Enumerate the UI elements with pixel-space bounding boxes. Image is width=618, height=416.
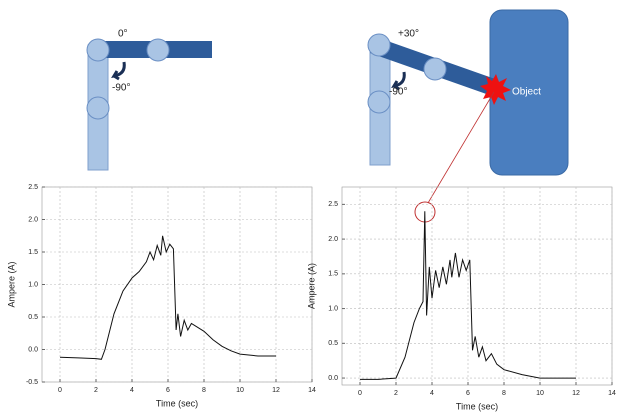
angle-label: +30° bbox=[398, 29, 419, 40]
joint bbox=[87, 39, 109, 61]
angle-label: -90° bbox=[112, 83, 130, 94]
joint bbox=[87, 97, 109, 119]
y-tick-label: 1.0 bbox=[328, 305, 338, 312]
x-tick-label: 4 bbox=[130, 387, 134, 394]
y-tick-label: 2.5 bbox=[328, 201, 338, 208]
y-tick-label: 1.0 bbox=[28, 281, 38, 288]
y-tick-label: 0.0 bbox=[28, 346, 38, 353]
joint bbox=[147, 39, 169, 61]
x-tick-label: 2 bbox=[394, 390, 398, 397]
y-axis-label: Ampere (A) bbox=[6, 261, 16, 307]
y-axis-label: Ampere (A) bbox=[306, 263, 316, 309]
x-axis-label: Time (sec) bbox=[156, 398, 198, 408]
angle-label: -90° bbox=[389, 87, 407, 98]
angle-label: 0° bbox=[118, 29, 128, 40]
x-tick-label: 12 bbox=[272, 387, 280, 394]
x-tick-label: 10 bbox=[236, 387, 244, 394]
joint bbox=[368, 34, 390, 56]
x-tick-label: 14 bbox=[608, 390, 616, 397]
joint bbox=[424, 58, 446, 80]
y-tick-label: 2.0 bbox=[28, 216, 38, 223]
x-tick-label: 8 bbox=[502, 390, 506, 397]
x-tick-label: 12 bbox=[572, 390, 580, 397]
x-tick-label: 8 bbox=[202, 387, 206, 394]
x-tick-label: 2 bbox=[94, 387, 98, 394]
y-tick-label: 0.5 bbox=[28, 314, 38, 321]
x-tick-label: 10 bbox=[536, 390, 544, 397]
x-axis-label: Time (sec) bbox=[456, 401, 498, 411]
x-tick-label: 0 bbox=[58, 387, 62, 394]
right-arm: +30° -90° Object bbox=[368, 10, 568, 222]
rotation-arrow bbox=[114, 62, 124, 79]
y-tick-label: 2.0 bbox=[328, 236, 338, 243]
y-tick-label: 1.5 bbox=[328, 271, 338, 278]
x-tick-label: 6 bbox=[466, 390, 470, 397]
figure: 0° -90° +30° -90° Object -0.5 0.0 0.5 1.0 1.… bbox=[0, 0, 618, 416]
object-label: Object bbox=[512, 87, 541, 98]
x-tick-label: 14 bbox=[308, 387, 316, 394]
joint bbox=[368, 91, 390, 113]
x-tick-label: 6 bbox=[166, 387, 170, 394]
x-tick-label: 4 bbox=[430, 390, 434, 397]
plot-frame bbox=[342, 187, 612, 385]
x-tick-label: 0 bbox=[358, 390, 362, 397]
y-tick-label: -0.5 bbox=[26, 379, 38, 386]
callout-line bbox=[428, 92, 494, 203]
y-tick-label: 1.5 bbox=[28, 249, 38, 256]
y-tick-label: 2.5 bbox=[28, 184, 38, 191]
y-tick-label: 0.0 bbox=[328, 375, 338, 382]
left-arm: 0° -90° bbox=[87, 29, 212, 170]
y-tick-label: 0.5 bbox=[328, 340, 338, 347]
